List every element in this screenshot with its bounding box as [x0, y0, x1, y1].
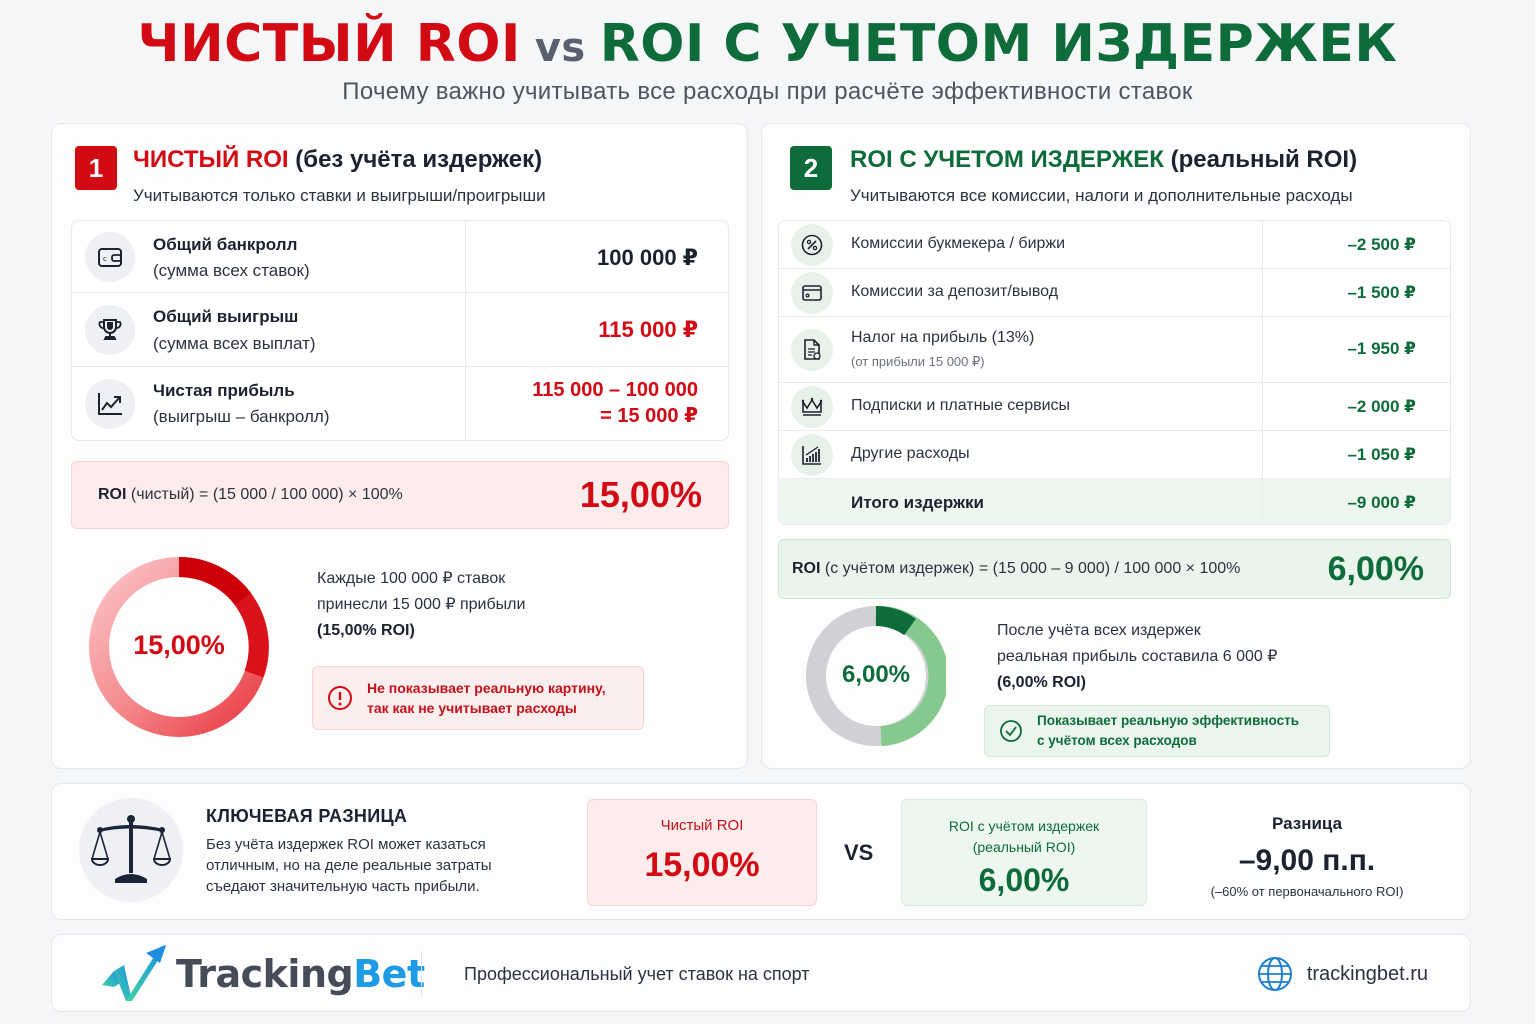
table-row-profit: Чистая прибыль (выигрыш – банкролл) 115 …: [72, 367, 728, 440]
brand-logo[interactable]: TrackingBet: [100, 943, 425, 1005]
real-roi-card: 2 ROI С УЧЕТОМ ИЗДЕРЖЕК (реальный ROI) У…: [761, 123, 1471, 769]
net-roi-formula: ROI (чистый) = (15 000 / 100 000) × 100%…: [71, 461, 729, 529]
net-roi-warning: Не показывает реальную картину, так как …: [312, 666, 644, 730]
total-costs-value: –9 000 ₽: [1347, 493, 1416, 512]
real-roi-donut-label: 6,00%: [841, 661, 911, 688]
footer-divider: [421, 951, 422, 997]
footer-tagline: Профессиональный учет ставок на спорт: [464, 964, 810, 984]
title-roi-costs: ROI С УЧЕТОМ ИЗДЕРЖЕК: [599, 14, 1398, 74]
net-roi-card: 1 ЧИСТЫЙ ROI (без учёта издержек) Учитыв…: [51, 123, 748, 769]
real-roi-value: 6,00%: [1327, 549, 1424, 588]
real-roi-formula: ROI (с учётом издержек) = (15 000 – 9 00…: [778, 539, 1451, 599]
winnings-value: 115 000 ₽: [598, 317, 698, 342]
net-roi-table: c Общий банкролл (сумма всех ставок) 100…: [71, 220, 729, 441]
net-roi-value: 15,00%: [579, 474, 702, 515]
difference-block: Разница –9,00 п.п. (–60% от первоначальн…: [1187, 814, 1427, 899]
real-roi-explanation: После учёта всех издержек реальная прибы…: [997, 622, 1278, 691]
percent-icon: [791, 224, 833, 266]
section-number-badge: 2: [790, 146, 832, 190]
table-row-cost: Подписки и платные сервисы –2 000 ₽: [779, 383, 1450, 431]
difference-value: –9,00 п.п.: [1238, 844, 1376, 877]
document-icon: [791, 329, 833, 371]
real-roi-benefit-note: Показывает реальную эффективность с учёт…: [984, 705, 1330, 757]
trackingbet-logo-icon: [102, 945, 166, 1001]
net-roi-donut-chart: 15,00%: [88, 556, 270, 738]
net-roi-donut-label: 15,00%: [133, 630, 225, 660]
table-row-bankroll: c Общий банкролл (сумма всех ставок) 100…: [72, 221, 728, 293]
costs-table: Комиссии букмекера / биржи –2 500 ₽ Коми…: [778, 220, 1451, 525]
table-row-cost: Комиссии за депозит/вывод –1 500 ₽: [779, 269, 1450, 317]
check-circle-icon: [1000, 720, 1022, 742]
key-difference-text: Без учёта издержек ROI может казаться от…: [206, 836, 492, 895]
svg-text:c: c: [103, 255, 107, 263]
profit-calc-line1: 115 000 – 100 000: [532, 379, 698, 401]
bar-chart-icon: [791, 434, 833, 476]
warning-icon: [328, 686, 352, 710]
real-roi-compare-box: ROI с учётом издержек (реальный ROI) 6,0…: [901, 799, 1147, 906]
key-difference-panel: КЛЮЧЕВАЯ РАЗНИЦА Без учёта издержек ROI …: [51, 783, 1471, 920]
website-link[interactable]: trackingbet.ru: [1257, 956, 1428, 992]
key-difference-title: КЛЮЧЕВАЯ РАЗНИЦА: [206, 806, 408, 826]
crown-icon: [791, 386, 833, 428]
card-icon: [791, 272, 833, 314]
footer: TrackingBet Профессиональный учет ставок…: [51, 934, 1471, 1012]
table-row-cost: Налог на прибыль (13%) (от прибыли 15 00…: [779, 317, 1450, 383]
table-row-cost: Другие расходы –1 050 ₽: [779, 431, 1450, 479]
title-net-roi: ЧИСТЫЙ ROI: [137, 14, 521, 74]
vs-label: VS: [844, 840, 874, 865]
page-subtitle: Почему важно учитывать все расходы при р…: [342, 78, 1193, 105]
wallet-icon: c: [85, 232, 135, 282]
bankroll-value: 100 000 ₽: [597, 245, 698, 270]
net-roi-explanation: Каждые 100 000 ₽ ставок принесли 15 000 …: [317, 570, 526, 639]
section-title: ЧИСТЫЙ ROI (без учёта издержек): [133, 146, 543, 173]
page-title: ЧИСТЫЙ ROI vs ROI С УЧЕТОМ ИЗДЕРЖЕК: [0, 14, 1535, 78]
net-roi-compare-box: Чистый ROI 15,00%: [587, 799, 817, 906]
trophy-icon: [85, 305, 135, 355]
trend-up-icon: [85, 379, 135, 429]
scales-icon: [79, 798, 183, 902]
table-row-cost: Комиссии букмекера / биржи –2 500 ₽: [779, 221, 1450, 269]
table-row-winnings: Общий выигрыш (сумма всех выплат) 115 00…: [72, 293, 728, 367]
section-number-badge: 1: [75, 146, 117, 190]
table-row-total: Итого издержки –9 000 ₽: [779, 479, 1450, 524]
real-roi-donut-chart: 6,00%: [806, 605, 949, 746]
section-subtitle: Учитываются все комиссии, налоги и допол…: [850, 186, 1353, 205]
title-vs: vs: [534, 25, 586, 71]
section-subtitle: Учитываются только ставки и выигрыши/про…: [133, 186, 546, 205]
profit-calc-line2: = 15 000 ₽: [600, 405, 698, 427]
section-title: ROI С УЧЕТОМ ИЗДЕРЖЕК (реальный ROI): [850, 146, 1358, 173]
globe-icon: [1257, 957, 1292, 991]
